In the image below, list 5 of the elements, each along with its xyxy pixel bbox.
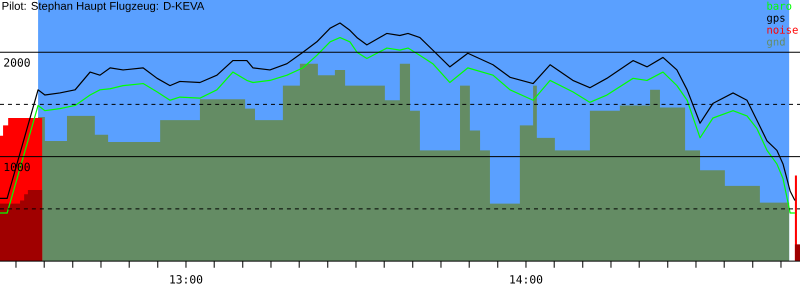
y-tick-label: 2000: [4, 58, 30, 67]
text: gps: [767, 16, 785, 24]
text: gnd: [767, 37, 785, 48]
x-tick-label: 14:00: [510, 275, 542, 284]
x-tick-label: 13:00: [170, 275, 202, 284]
